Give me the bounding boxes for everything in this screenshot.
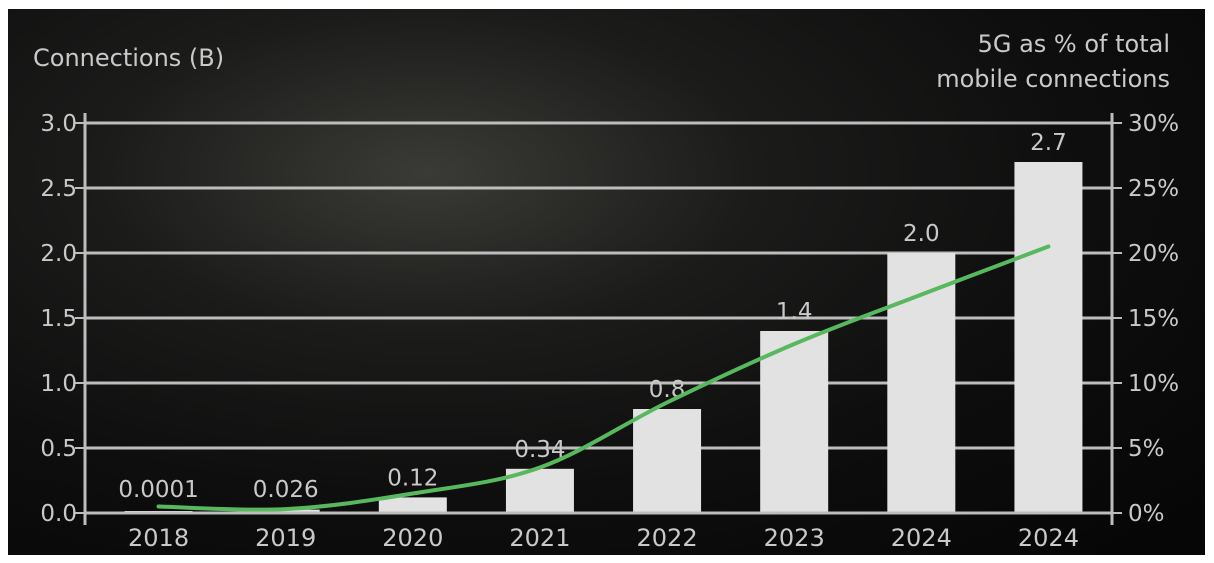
axes xyxy=(75,113,1122,525)
y2-tick-label: 0% xyxy=(1128,501,1165,527)
bar xyxy=(887,253,956,513)
left-axis-title: Connections (B) xyxy=(33,44,224,72)
x-tick-label: 2023 xyxy=(764,524,825,552)
y2-tick-label: 10% xyxy=(1128,371,1179,397)
bar-value-label: 0.12 xyxy=(387,465,438,491)
y2-tick-label: 5% xyxy=(1128,436,1165,462)
x-tick-label: 2024 xyxy=(1018,524,1079,552)
bar xyxy=(760,331,829,513)
bar xyxy=(251,509,320,513)
chart-background: 0.0001 0.026 0.12 0.34 0.8 1.4 2.0 2.7 2018 2019… xyxy=(8,9,1205,555)
bar-value-label: 2.7 xyxy=(1030,130,1067,156)
share-line xyxy=(156,244,1051,512)
bar-value-label: 1.4 xyxy=(776,299,813,325)
bar-line-chart: 0.0001 0.026 0.12 0.34 0.8 1.4 2.0 2.7 2018 2019… xyxy=(33,30,1179,552)
y-tick-label: 1.5 xyxy=(40,306,77,332)
y-tick-label: 1.0 xyxy=(40,371,77,397)
y-tick-labels-right: 0% 5% 10% 15% 20% 25% 30% xyxy=(1128,111,1179,527)
y-tick-label: 2.5 xyxy=(40,176,77,202)
y-tick-label: 2.0 xyxy=(40,241,77,267)
bars xyxy=(124,162,1083,513)
bar-value-label: 0.8 xyxy=(649,377,686,403)
y2-tick-label: 15% xyxy=(1128,306,1179,332)
right-axis-title-line-2: mobile connections xyxy=(936,65,1170,93)
x-tick-label: 2024 xyxy=(891,524,952,552)
bar xyxy=(378,497,447,513)
x-tick-label: 2020 xyxy=(382,524,443,552)
bar xyxy=(633,409,702,513)
bar-value-label: 0.0001 xyxy=(118,477,198,503)
bar-value-label: 0.34 xyxy=(514,437,565,463)
y-tick-label: 0.0 xyxy=(40,501,77,527)
y-tick-label: 0.5 xyxy=(40,436,77,462)
bar-value-label: 0.026 xyxy=(253,477,319,503)
x-tick-label: 2019 xyxy=(255,524,316,552)
bar-value-label: 2.0 xyxy=(903,221,940,247)
x-tick-label: 2022 xyxy=(637,524,698,552)
y2-tick-label: 25% xyxy=(1128,176,1179,202)
share-line-layer xyxy=(156,244,1051,512)
y2-tick-label: 30% xyxy=(1128,111,1179,137)
x-tick-label: 2021 xyxy=(509,524,570,552)
gridlines xyxy=(85,121,1112,450)
y-tick-label: 3.0 xyxy=(40,111,77,137)
x-tick-label: 2018 xyxy=(128,524,189,552)
right-axis-title-line-1: 5G as % of total xyxy=(978,30,1170,58)
x-tick-labels: 2018 2019 2020 2021 2022 2023 2024 2024 xyxy=(128,524,1079,552)
bar xyxy=(1014,162,1083,513)
y2-tick-label: 20% xyxy=(1128,241,1179,267)
y-tick-labels-left: 0.0 0.5 1.0 1.5 2.0 2.5 3.0 xyxy=(40,111,77,527)
